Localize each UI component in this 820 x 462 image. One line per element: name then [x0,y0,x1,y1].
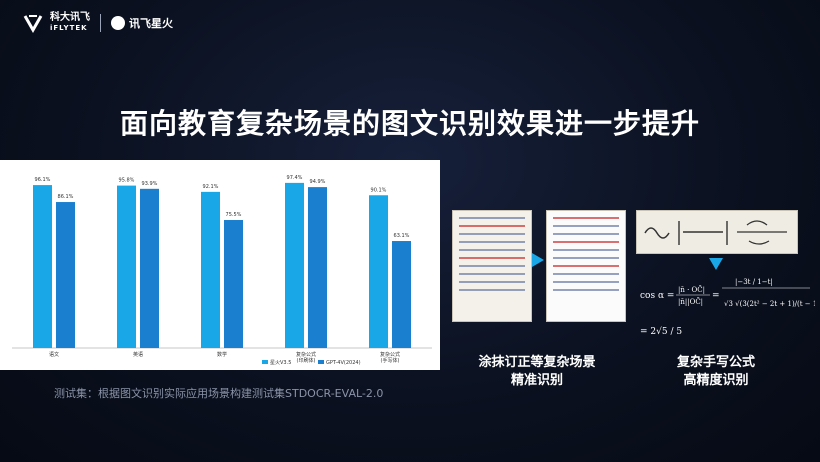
sample-handwriting-image [452,210,532,322]
handwritten-formula-sketch [644,220,787,245]
bar-value-label: 93.9% [142,181,158,187]
bar-1-2 [224,220,243,348]
svg-text:|−3t / 1−t|: |−3t / 1−t| [735,278,773,286]
bar-value-label: 75.5% [226,212,242,218]
bar-value-label: 95.8% [119,178,135,184]
bar-value-label: 94.9% [310,179,326,185]
caption-2-line-2: 高精度识别 [683,373,749,388]
bar-chart-panel: 96.1% 86.1% 语文 95.8% 93.9% 英语 92.1% 75.5% 数学 97.4… [0,160,440,370]
bar-1-3 [308,187,327,348]
bar-value-label: 63.1% [394,233,410,239]
formula-result-value: = 2√5 / 5 [640,326,682,337]
bar-1-1 [140,188,159,348]
product-name: 讯飞星火 [129,17,173,30]
arrow-right-icon [532,253,544,267]
bar-0-0 [33,185,52,348]
logo-divider [100,14,101,32]
bar-chart: 96.1% 86.1% 语文 95.8% 93.9% 英语 92.1% 75.5% 数学 97.4… [12,175,432,366]
bar-value-label: 86.1% [58,194,74,200]
x-tick-label: 复杂公式 [296,351,316,358]
formula-lhs: cos α = [640,291,674,301]
legend-swatch [262,360,268,364]
x-tick-label: 语文 [49,351,59,358]
caption-2-line-1: 复杂手写公式 [676,355,755,370]
bar-value-label: 90.1% [371,187,387,193]
x-tick-label: 英语 [133,351,143,358]
bar-0-1 [117,185,136,348]
brand-text: 科大讯飞 iFLYTEK [50,13,90,33]
formula-result: cos α = |n̄ · OC̄| |n̄||OC̄| = |−3t / 1−… [640,276,820,346]
example-caption-2: 复杂手写公式 高精度识别 [636,354,796,390]
caption-1-line-2: 精准识别 [510,373,563,388]
legend-swatch [318,360,324,364]
svg-text:|n̄||OC̄|: |n̄||OC̄| [678,297,703,306]
arrow-down-icon [709,258,723,270]
x-tick-label-sub: (印刷体) [297,357,316,364]
brand-en: iFLYTEK [50,24,88,32]
legend-label: 星火V3.5 [270,360,291,366]
slide-title: 面向教育复杂场景的图文识别效果进一步提升 [119,107,700,140]
svg-text:√3 √(3(2t² − 2t + 1)/(t − 1)²): √3 √(3(2t² − 2t + 1)/(t − 1)²) [724,300,815,308]
bar-0-3 [285,182,304,348]
legend-label: GPT-4V(2024) [326,360,361,366]
bar-0-2 [201,191,220,348]
caption-1-line-1: 涂抹订正等复杂场景 [478,355,596,370]
x-tick-label: 数学 [217,351,227,358]
brand-logo: 科大讯飞 iFLYTEK 讯飞星火 [22,12,173,34]
test-set-footnote: 测试集：根据图文识别实际应用场景构建测试集STDOCR-EVAL-2.0 [54,387,384,400]
iflytek-logo-icon [23,15,43,34]
x-tick-label-sub: (手写体) [381,357,400,364]
bar-0-4 [369,195,388,348]
svg-text:|n̄ · OC̄|: |n̄ · OC̄| [678,285,705,294]
sample-formula-image [636,210,798,254]
bar-value-label: 97.4% [287,175,303,181]
bar-value-label: 96.1% [35,177,51,183]
spark-logo-icon [111,16,125,30]
bar-value-label: 92.1% [203,184,219,190]
formula-result-svg: cos α = |n̄ · OC̄| |n̄||OC̄| = |−3t / 1−… [640,278,820,337]
x-tick-label: 复杂公式 [380,351,400,358]
brand-cn: 科大讯飞 [50,12,90,23]
recognition-result-image [546,210,626,322]
product-logo: 讯飞星火 [111,15,173,31]
example-caption-1: 涂抹订正等复杂场景 精准识别 [452,354,622,390]
svg-text:=: = [712,291,720,301]
bar-1-0 [56,202,75,348]
bar-1-4 [392,241,411,348]
